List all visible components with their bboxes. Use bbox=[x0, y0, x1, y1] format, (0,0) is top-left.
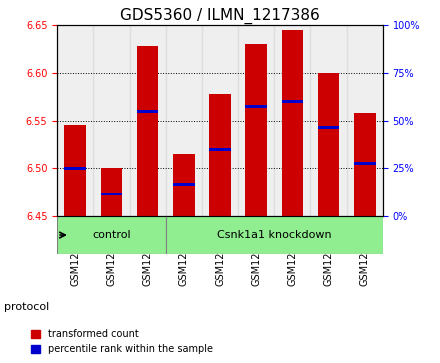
Text: protocol: protocol bbox=[4, 302, 50, 312]
Bar bbox=[129, 25, 166, 216]
Legend: transformed count, percentile rank within the sample: transformed count, percentile rank withi… bbox=[27, 326, 217, 358]
Bar bbox=[318, 73, 339, 216]
Bar bbox=[347, 25, 383, 216]
Text: control: control bbox=[92, 230, 131, 240]
Text: Csnk1a1 knockdown: Csnk1a1 knockdown bbox=[217, 230, 332, 240]
Bar bbox=[246, 45, 267, 216]
Bar bbox=[282, 100, 303, 103]
Bar bbox=[238, 25, 274, 216]
Bar bbox=[64, 126, 86, 216]
Bar bbox=[57, 25, 93, 216]
FancyBboxPatch shape bbox=[57, 216, 166, 254]
Bar bbox=[274, 25, 311, 216]
Bar bbox=[137, 110, 158, 113]
Bar bbox=[354, 113, 376, 216]
Bar bbox=[202, 25, 238, 216]
Bar bbox=[93, 25, 129, 216]
Title: GDS5360 / ILMN_1217386: GDS5360 / ILMN_1217386 bbox=[120, 8, 320, 24]
Bar bbox=[354, 162, 376, 165]
Bar bbox=[64, 167, 86, 170]
Bar bbox=[173, 183, 194, 186]
Bar bbox=[209, 148, 231, 151]
Bar bbox=[101, 193, 122, 196]
Bar bbox=[318, 126, 339, 129]
Bar bbox=[311, 25, 347, 216]
Bar bbox=[101, 168, 122, 216]
Bar bbox=[137, 46, 158, 216]
Bar bbox=[173, 154, 194, 216]
Bar bbox=[209, 94, 231, 216]
Bar bbox=[282, 30, 303, 216]
Bar bbox=[246, 105, 267, 108]
FancyBboxPatch shape bbox=[166, 216, 383, 254]
Bar bbox=[166, 25, 202, 216]
